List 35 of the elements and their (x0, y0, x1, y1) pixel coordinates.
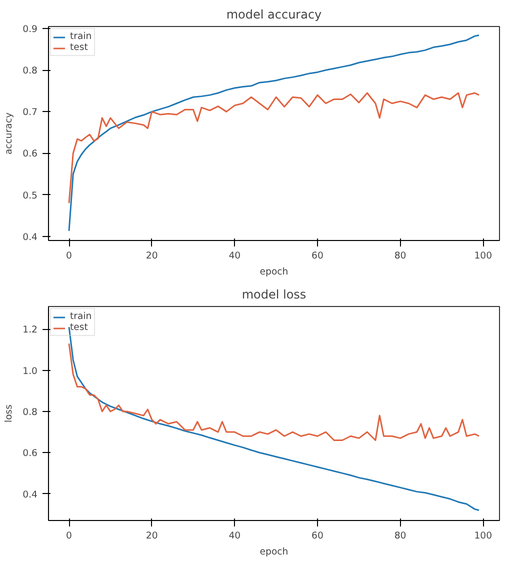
line-series (68, 92, 480, 204)
y-tick-label: 0.6 (22, 148, 38, 160)
x-tick-label: 20 (146, 250, 158, 262)
y-tick-label: 0.8 (22, 406, 38, 418)
x-axis-title: epoch (260, 266, 288, 278)
y-tick-label: 0.6 (22, 448, 38, 460)
y-tick-label: 1.2 (22, 324, 38, 336)
y-tick-label: 1.0 (22, 366, 38, 377)
y-tick-label: 0.8 (22, 66, 38, 77)
x-tick-label: 20 (146, 530, 158, 542)
x-tick-label: 0 (66, 250, 72, 262)
y-tick-label: 0.4 (22, 232, 38, 243)
x-tick-label: 100 (474, 250, 492, 262)
y-tick-label: 0.9 (22, 24, 38, 36)
line-series (68, 342, 480, 441)
x-tick-label: 60 (312, 250, 324, 262)
x-tick-label: 40 (228, 250, 241, 262)
chart-title: model accuracy (226, 8, 322, 22)
y-tick-label: 0.5 (22, 190, 38, 202)
x-axis-title: epoch (260, 546, 288, 558)
chart-title: model loss (242, 288, 306, 302)
x-tick-label: 60 (312, 530, 324, 542)
legend-label: test (70, 322, 89, 333)
y-tick-label: 0.7 (22, 107, 38, 118)
x-tick-label: 0 (66, 530, 72, 542)
legend-label: train (70, 31, 92, 42)
x-tick-label: 80 (394, 530, 406, 542)
y-axis-title: loss (4, 404, 15, 423)
y-tick-label: 0.4 (22, 489, 38, 500)
x-tick-label: 40 (228, 530, 241, 542)
legend-label: train (70, 311, 92, 322)
x-tick-label: 80 (394, 250, 406, 262)
legend-label: test (70, 42, 89, 53)
y-axis-title: accuracy (4, 112, 15, 155)
x-tick-label: 100 (474, 530, 492, 542)
